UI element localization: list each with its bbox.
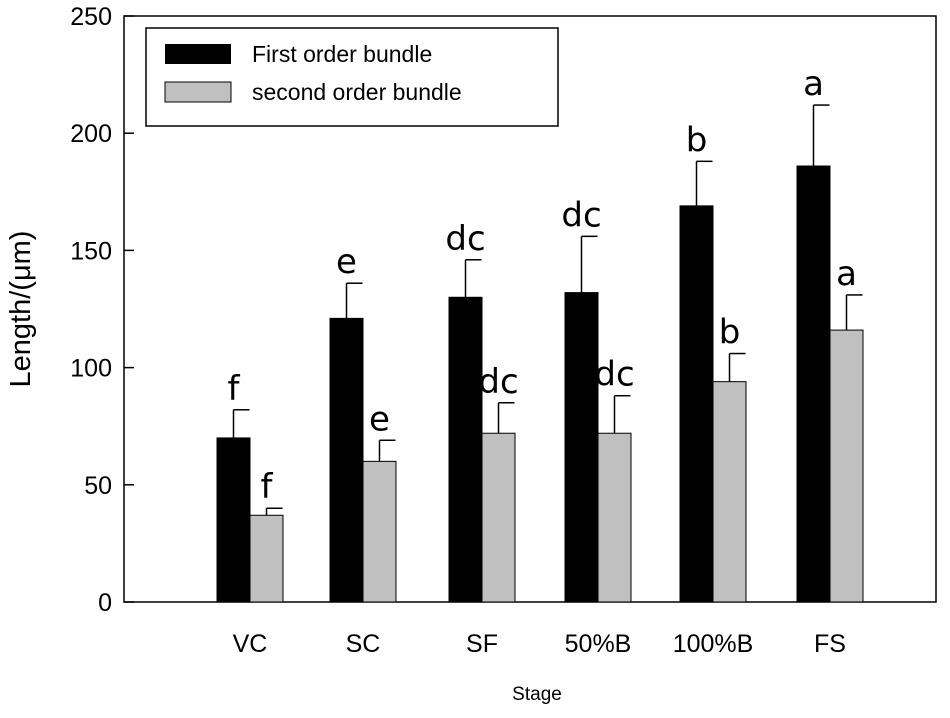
x-tick-label: FS [814, 630, 846, 658]
significance-label: dc [478, 362, 518, 402]
legend-label-second-order: second order bundle [252, 79, 462, 105]
significance-label: b [686, 120, 708, 160]
bar-first-order [448, 296, 483, 603]
y-tick-label: 100 [70, 355, 112, 383]
plot-frame [123, 15, 937, 603]
x-axis-title: Stage [512, 684, 562, 705]
significance-label: e [336, 242, 357, 282]
y-tick-label: 0 [98, 589, 112, 617]
significance-label: dc [561, 195, 601, 235]
y-tick-label: 200 [70, 120, 112, 148]
y-tick-label: 150 [70, 237, 112, 265]
x-axis: VC SC SF 50%B 100%B FS [233, 630, 846, 658]
bar-second-order [597, 432, 632, 603]
bar-second-order [829, 329, 864, 603]
y-axis-title: Length/(μm) [5, 231, 37, 388]
legend: First order bundle second order bundle [145, 27, 559, 127]
x-tick-label: VC [233, 630, 268, 658]
y-tick-label: 50 [84, 472, 112, 500]
bar-second-order [249, 514, 284, 603]
legend-swatch-first-order [165, 44, 231, 64]
x-tick-label: 100%B [673, 630, 754, 658]
bar-first-order [796, 165, 831, 603]
bar-first-order [216, 437, 251, 603]
significance-label: dc [445, 219, 485, 259]
x-tick-label: SC [346, 630, 381, 658]
x-tick-label: 50%B [565, 630, 632, 658]
significance-label: e [369, 399, 390, 439]
bar-second-order [712, 381, 747, 603]
legend-swatch-second-order [164, 81, 232, 103]
y-axis: 0 50 100 150 200 250 [70, 3, 134, 617]
bar-first-order [564, 292, 599, 603]
bars: f f e e dc dc dc dc b b a a [216, 64, 864, 603]
significance-label: a [836, 254, 857, 294]
x-tick-label: SF [466, 630, 498, 658]
significance-label: f [228, 369, 241, 409]
significance-label: dc [594, 355, 634, 395]
bar-first-order [679, 205, 714, 603]
bar-second-order [362, 460, 397, 603]
legend-label-first-order: First order bundle [252, 41, 432, 67]
significance-label: b [719, 313, 741, 353]
significance-label: a [803, 64, 824, 104]
bar-second-order [481, 432, 516, 603]
bar-first-order [329, 317, 364, 603]
y-tick-label: 250 [70, 3, 112, 31]
significance-label: f [261, 467, 274, 507]
